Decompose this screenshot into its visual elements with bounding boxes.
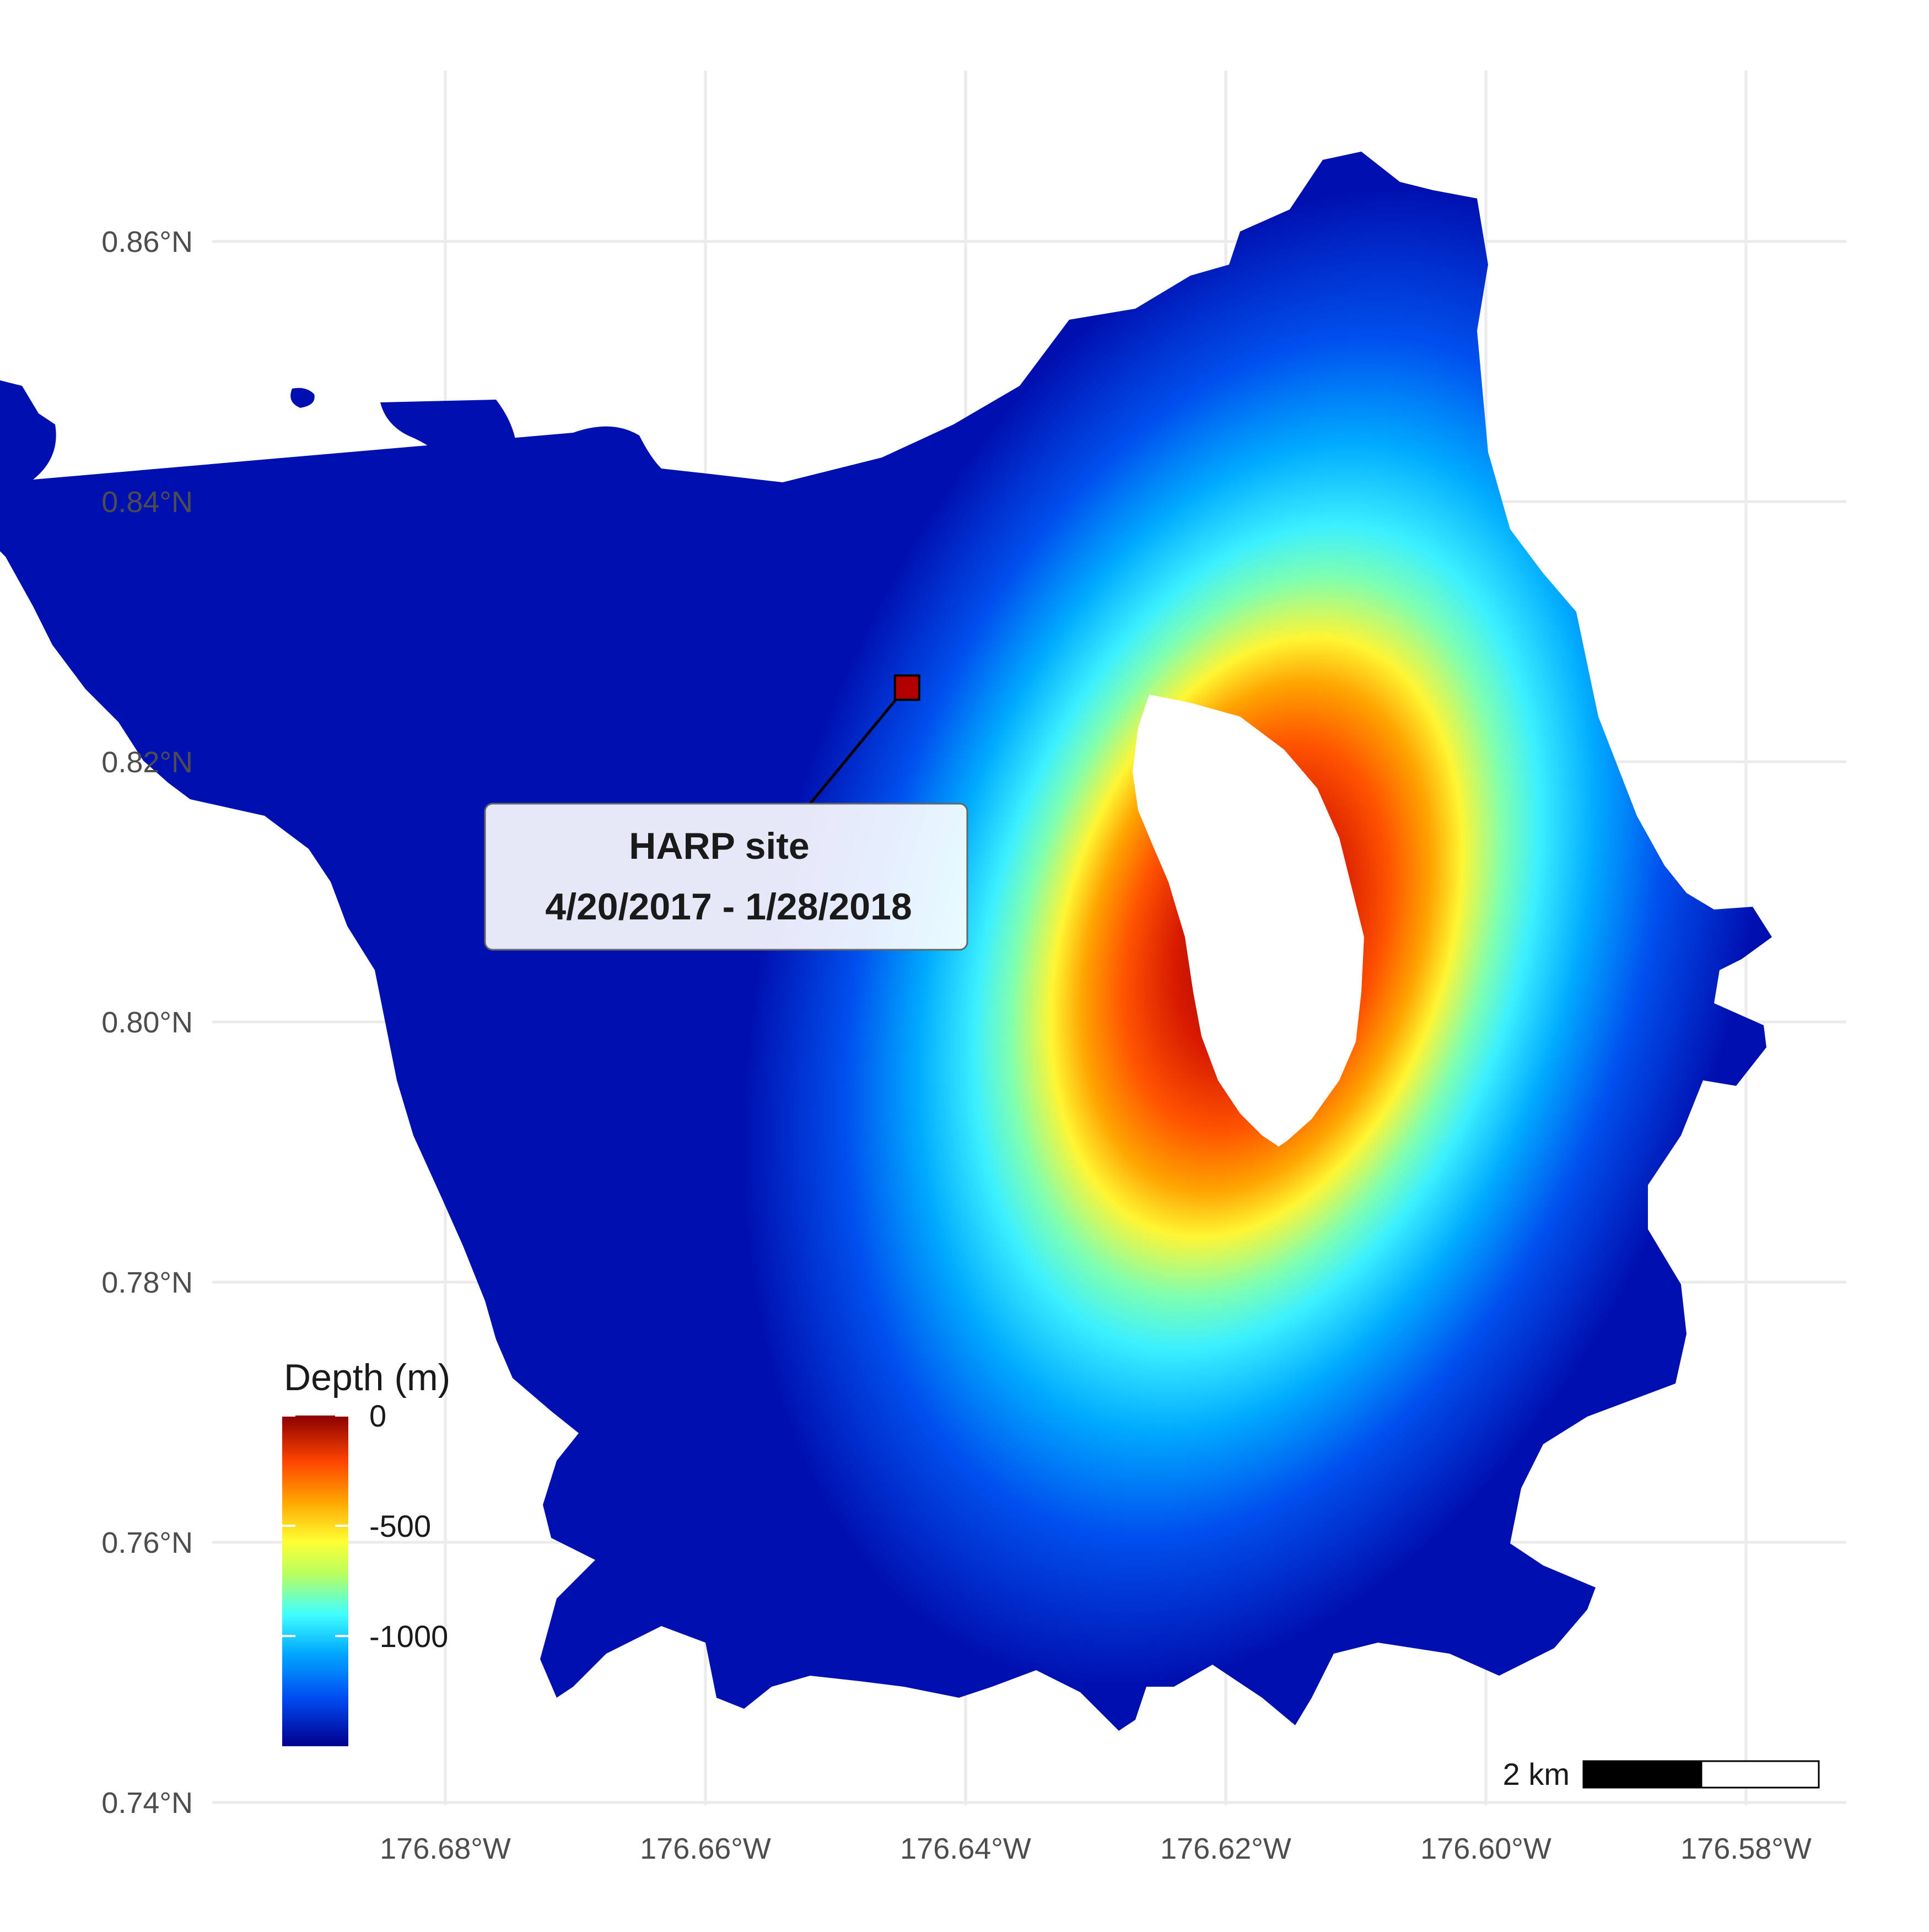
y-tick-label: 0.82°N: [101, 746, 193, 779]
map-axes: 176.68°W 176.66°W 176.64°W 176.62°W 176.60°W…: [101, 225, 1812, 1865]
x-tick-label: 176.66°W: [640, 1832, 771, 1865]
x-tick-label: 176.64°W: [900, 1832, 1031, 1865]
x-tick-label: 176.62°W: [1160, 1832, 1291, 1865]
scale-bar-black-segment: [1582, 1760, 1702, 1789]
x-tick-label: 176.60°W: [1420, 1832, 1551, 1865]
y-tick-label: 0.76°N: [101, 1526, 193, 1559]
y-tick-label: 0.74°N: [101, 1786, 193, 1820]
callout-title: HARP site: [629, 825, 810, 867]
depth-legend: Depth (m) 0 -500 -1000: [282, 1357, 450, 1746]
callout-leader-line: [809, 694, 901, 805]
harp-site-callout: HARP site 4/20/2017 - 1/28/2018: [484, 674, 968, 951]
y-tick-label: 0.80°N: [101, 1006, 193, 1039]
legend-tick-label: 0: [369, 1398, 386, 1433]
scale-bar: 2 km: [1503, 1757, 1820, 1791]
scale-bar-white-segment: [1700, 1760, 1820, 1789]
legend-ticks: 0 -500 -1000: [282, 1398, 448, 1654]
legend-tick-label: -1000: [369, 1619, 448, 1654]
y-tick-label: 0.78°N: [101, 1266, 193, 1299]
island-land-area: [1133, 695, 1364, 1147]
callout-dates: 4/20/2017 - 1/28/2018: [545, 886, 912, 928]
harp-site-marker[interactable]: [893, 674, 920, 701]
legend-tick-label: -500: [369, 1509, 431, 1543]
callout-box: [484, 803, 968, 951]
x-tick-label: 176.58°W: [1680, 1832, 1812, 1865]
legend-title: Depth (m): [284, 1357, 450, 1398]
y-tick-label: 0.84°N: [101, 486, 193, 519]
legend-colorbar: [282, 1416, 348, 1746]
y-tick-label: 0.86°N: [101, 225, 193, 259]
scale-bar-label: 2 km: [1503, 1757, 1570, 1791]
x-tick-label: 176.68°W: [380, 1832, 511, 1865]
